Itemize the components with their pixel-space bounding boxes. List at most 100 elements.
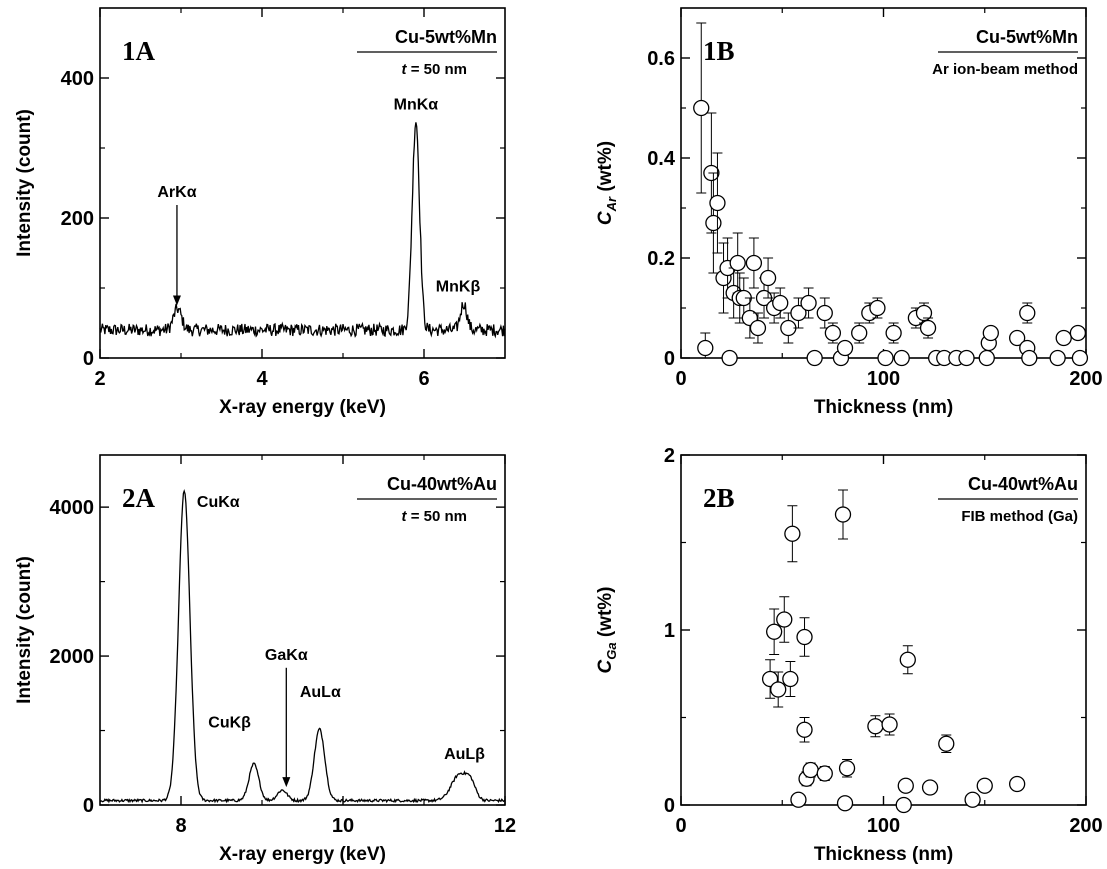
legend-title: Cu-5wt%Mn [976, 27, 1078, 47]
y-axis-label: CAr (wt%) [595, 141, 619, 225]
y-tick-label: 1 [664, 620, 675, 642]
data-point [749, 319, 767, 337]
data-point [938, 735, 955, 752]
data-point [816, 304, 833, 322]
data-point [958, 349, 975, 367]
x-tick-label: 12 [494, 815, 516, 837]
data-point [1069, 324, 1087, 342]
legend-subtitle: t = 50 nm [402, 508, 467, 525]
data-point [1019, 304, 1036, 322]
data-point [790, 304, 807, 322]
data-point [782, 670, 799, 688]
data-point [885, 324, 902, 342]
spectrum-line [99, 122, 506, 339]
y-axis-label: CGa (wt%) [595, 586, 619, 673]
legend-title: Cu-40wt%Au [387, 474, 497, 494]
data-point [978, 349, 995, 367]
x-tick-label: 100 [867, 368, 900, 390]
data-point [772, 294, 789, 312]
data-point [776, 611, 793, 628]
peak-label: AuLα [300, 684, 341, 701]
panel-label: 2A [122, 483, 156, 513]
x-axis-label: X-ray energy (keV) [219, 397, 386, 418]
data-point [790, 791, 807, 808]
data-point [895, 796, 912, 814]
data-point [1009, 329, 1026, 347]
data-point [1071, 349, 1089, 367]
x-tick-label: 0 [675, 368, 686, 390]
y-tick-label: 0 [664, 795, 675, 817]
y-tick-label: 2000 [50, 646, 95, 668]
data-point [806, 349, 823, 367]
data-point [802, 761, 819, 779]
data-point [745, 254, 763, 272]
data-point [824, 324, 842, 342]
panel-2b: 0 100 200 0 1 2 Thickness (nm) CGa (wt%) 2B Cu-40… [595, 445, 1103, 865]
legend-title: Cu-40wt%Au [968, 474, 1078, 494]
data-point [869, 299, 886, 317]
panel-1b: 0 100 200 0 0.2 0.4 0.6 Thickness (nm) CAr (wt%)… [595, 7, 1103, 418]
panel-label: 2B [703, 483, 735, 513]
y-tick-label: 0.6 [647, 48, 675, 70]
y-axis-subscript: Ga [604, 642, 619, 659]
y-axis-unit: (wt%) [595, 586, 616, 642]
x-axis-label: X-ray energy (keV) [219, 844, 386, 865]
y-tick-label: 0.4 [647, 148, 676, 170]
peak-label: CuKα [197, 494, 240, 511]
y-tick-label: 4000 [50, 497, 95, 519]
legend-title: Cu-5wt%Mn [395, 27, 497, 47]
y-tick-label: 0 [664, 348, 675, 370]
x-tick-label: 10 [332, 815, 354, 837]
plot-frame [99, 7, 506, 359]
data-point [921, 779, 939, 796]
y-axis-symbol: C [595, 211, 616, 225]
data-point [982, 324, 999, 342]
legend-thickness-value: = 50 nm [407, 61, 467, 78]
data-point [1049, 349, 1066, 367]
data-point [877, 349, 894, 367]
data-point [897, 777, 914, 794]
x-tick-label: 2 [94, 368, 105, 390]
data-point [838, 760, 856, 777]
data-point [1055, 329, 1072, 347]
data-point [697, 339, 714, 357]
x-tick-label: 4 [256, 368, 268, 390]
peak-label: GaKα [265, 647, 308, 664]
data-point [759, 269, 777, 287]
y-axis-symbol: C [595, 660, 616, 674]
data-point [721, 349, 738, 367]
legend-thickness-symbol: t [402, 61, 408, 78]
x-tick-label: 200 [1069, 368, 1102, 390]
peak-label: MnKβ [436, 279, 481, 296]
x-tick-label: 100 [867, 815, 900, 837]
data-point [976, 777, 993, 794]
data-point [919, 319, 937, 337]
y-tick-label: 0 [83, 348, 94, 370]
x-axis-label: Thickness (nm) [814, 844, 953, 865]
legend-subtitle: t = 50 nm [402, 61, 467, 78]
peak-label: MnKα [394, 97, 439, 114]
data-point [881, 716, 898, 733]
panel-label: 1B [703, 36, 735, 66]
y-tick-label: 0 [83, 795, 94, 817]
panel-1a: 2 4 6 0 200 400 X-ray energy (keV) Intensity (c… [14, 7, 506, 418]
x-tick-label: 8 [175, 815, 186, 837]
peak-arrow-head [172, 295, 181, 306]
y-axis-unit: (wt%) [595, 141, 616, 197]
data-point [784, 525, 801, 542]
data-point [867, 718, 884, 735]
peak-label: CuKβ [208, 715, 251, 732]
y-tick-label: 400 [61, 68, 94, 90]
plot-frame [99, 454, 506, 806]
legend-subtitle: FIB method (Ga) [961, 508, 1078, 525]
y-tick-label: 200 [61, 208, 94, 230]
x-tick-label: 6 [418, 368, 429, 390]
y-tick-label: 2 [664, 445, 675, 467]
data-point [1009, 775, 1026, 793]
data-point [834, 506, 852, 523]
data-point [964, 791, 981, 808]
panel-label: 1A [122, 36, 156, 66]
data-point [796, 721, 813, 738]
data-point [705, 214, 722, 232]
